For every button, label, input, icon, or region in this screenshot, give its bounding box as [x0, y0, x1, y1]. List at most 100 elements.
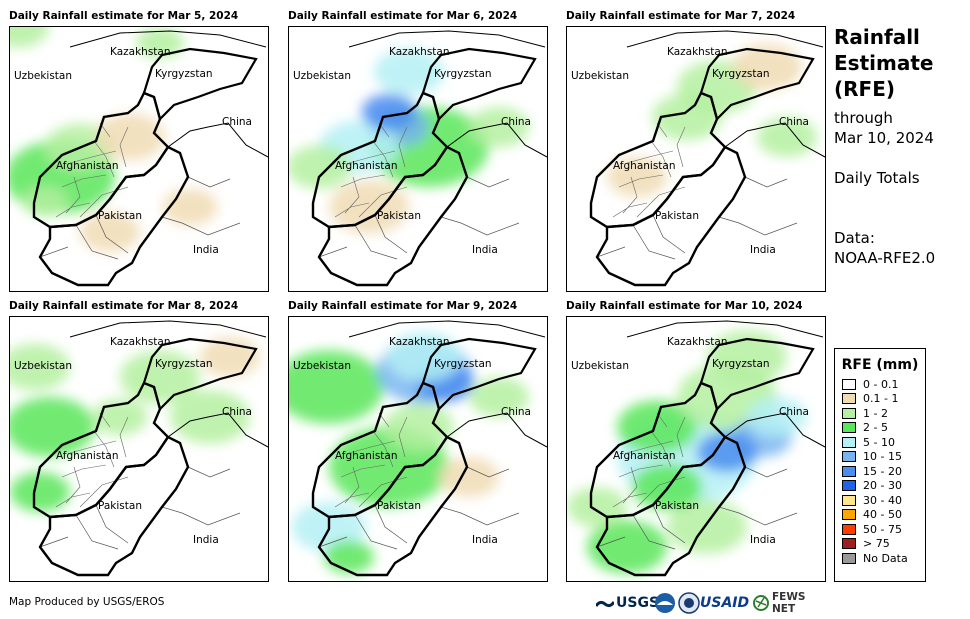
rainfall-map: Kazakhstan Uzbekistan Kyrgyzstan China Afgha… [9, 26, 269, 292]
afghanistan-label: Afghanistan [56, 450, 119, 462]
legend-label: > 75 [863, 537, 890, 551]
legend-swatch [842, 436, 856, 448]
legend-item: 0.1 - 1 [835, 392, 925, 407]
uzbekistan-label: Uzbekistan [571, 360, 629, 372]
panel-title: Daily Rainfall estimate for Mar 10, 2024 [566, 300, 803, 312]
legend-swatch [842, 451, 856, 463]
india-label: India [472, 534, 498, 546]
country-borders [311, 320, 547, 577]
country-borders [589, 320, 825, 577]
pakistan-label: Pakistan [98, 500, 142, 512]
legend-label: 15 - 20 [863, 464, 902, 478]
legend-item: 2 - 5 [835, 421, 925, 436]
legend-item: 5 - 10 [835, 435, 925, 450]
legend-label: No Data [863, 551, 908, 565]
rainfall-map: Kazakhstan Uzbekistan Kyrgyzstan China Afgha… [566, 26, 826, 292]
usgs-wave-icon [596, 600, 614, 608]
legend-item: 0 - 0.1 [835, 377, 925, 392]
country-map-svg: Kazakhstan Uzbekistan Kyrgyzstan China Afgha… [289, 30, 547, 287]
legend-item: 15 - 20 [835, 464, 925, 479]
legend-item: 20 - 30 [835, 479, 925, 494]
kyrgyzstan-label: Kyrgyzstan [155, 358, 213, 370]
noaa-logo-icon [655, 593, 675, 613]
legend-item: 10 - 15 [835, 450, 925, 465]
title-line-1: Rainfall [834, 25, 920, 49]
panel-title: Daily Rainfall estimate for Mar 7, 2024 [566, 10, 796, 22]
rainfall-map: Kazakhstan Uzbekistan Kyrgyzstan China Afgha… [566, 316, 826, 582]
legend-title: RFE (mm) [841, 357, 919, 373]
legend-swatch [842, 480, 856, 492]
legend-label: 2 - 5 [863, 421, 888, 435]
legend-swatch [842, 465, 856, 477]
through-date: Mar 10, 2024 [834, 129, 934, 147]
legend-swatch [842, 378, 856, 390]
india-label: India [193, 244, 219, 256]
india-label: India [750, 534, 776, 546]
uzbekistan-label: Uzbekistan [14, 70, 72, 82]
kazakhstan-label: Kazakhstan [389, 46, 450, 58]
country-map-svg: Kazakhstan Uzbekistan Kyrgyzstan China Afgha… [567, 320, 825, 577]
afghanistan-label: Afghanistan [335, 450, 398, 462]
country-map-svg: Kazakhstan Uzbekistan Kyrgyzstan China Afgha… [289, 320, 547, 577]
country-map-svg: Kazakhstan Uzbekistan Kyrgyzstan China Afgha… [10, 27, 268, 287]
kyrgyzstan-label: Kyrgyzstan [712, 68, 770, 80]
legend-swatch [842, 509, 856, 521]
panel-title: Daily Rainfall estimate for Mar 6, 2024 [288, 10, 518, 22]
through-label: through [834, 109, 893, 127]
kazakhstan-label: Kazakhstan [667, 46, 728, 58]
rainfall-map: Kazakhstan Uzbekistan Kyrgyzstan China Afgha… [288, 26, 548, 292]
panel-title: Daily Rainfall estimate for Mar 8, 2024 [9, 300, 239, 312]
afghanistan-label: Afghanistan [613, 160, 676, 172]
pakistan-label: Pakistan [98, 210, 142, 222]
fews-net-logo: FEWS NET [772, 591, 826, 615]
totals-label: Daily Totals [834, 169, 920, 187]
china-label: China [501, 116, 531, 128]
kazakhstan-label: Kazakhstan [667, 336, 728, 348]
uzbekistan-label: Uzbekistan [293, 360, 351, 372]
country-borders [589, 30, 825, 287]
afghanistan-label: Afghanistan [335, 160, 398, 172]
map-info-sidebar: Rainfall Estimate (RFE) through Mar 10, … [834, 24, 966, 268]
kazakhstan-label: Kazakhstan [110, 46, 171, 58]
china-label: China [222, 116, 252, 128]
legend-label: 0.1 - 1 [863, 392, 899, 406]
legend-swatch [842, 523, 856, 535]
rainfall-map: Kazakhstan Uzbekistan Kyrgyzstan China Afgha… [288, 316, 548, 582]
country-map-svg: Kazakhstan Uzbekistan Kyrgyzstan China Afgha… [10, 320, 268, 577]
legend-label: 5 - 10 [863, 435, 895, 449]
legend-label: 20 - 30 [863, 479, 902, 493]
legend-label: 30 - 40 [863, 493, 902, 507]
legend-swatch [842, 538, 856, 550]
fews-net-logo-text: FEWS NET [772, 591, 806, 615]
legend-label: 10 - 15 [863, 450, 902, 464]
agency-logos: USGS USAID FEWS NET [596, 591, 826, 615]
china-label: China [779, 116, 809, 128]
legend-swatch [842, 407, 856, 419]
legend-item: 30 - 40 [835, 493, 925, 508]
legend-swatch [842, 552, 856, 564]
data-label: Data: [834, 229, 875, 247]
country-borders [311, 30, 547, 287]
legend-label: 1 - 2 [863, 406, 888, 420]
pakistan-label: Pakistan [655, 500, 699, 512]
fews-globe-icon [753, 595, 769, 611]
afghanistan-label: Afghanistan [613, 450, 676, 462]
dhs-seal-icon [678, 592, 700, 614]
usgs-logo: USGS [596, 592, 659, 614]
kyrgyzstan-label: Kyrgyzstan [155, 68, 213, 80]
title-line-2: Estimate [834, 51, 934, 75]
legend-label: 40 - 50 [863, 508, 902, 522]
pakistan-label: Pakistan [377, 500, 421, 512]
india-label: India [750, 244, 776, 256]
legend-label: 50 - 75 [863, 522, 902, 536]
uzbekistan-label: Uzbekistan [571, 70, 629, 82]
legend-item: 40 - 50 [835, 508, 925, 523]
kyrgyzstan-label: Kyrgyzstan [434, 68, 492, 80]
country-borders [32, 320, 268, 577]
usaid-logo-text: USAID [700, 595, 750, 611]
pakistan-label: Pakistan [655, 210, 699, 222]
kazakhstan-label: Kazakhstan [389, 336, 450, 348]
kazakhstan-label: Kazakhstan [110, 336, 171, 348]
legend-swatch [842, 494, 856, 506]
